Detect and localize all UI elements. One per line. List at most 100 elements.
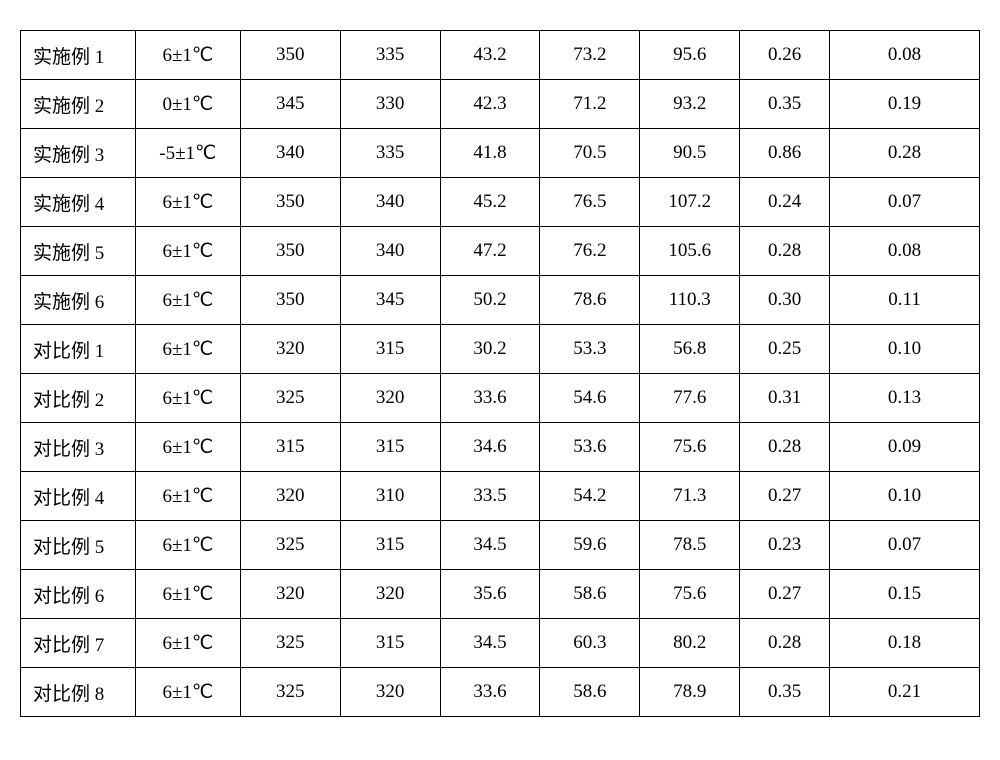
cell: 325 — [240, 521, 340, 570]
row-label: 实施例 4 — [21, 178, 136, 227]
cell: 73.2 — [540, 31, 640, 80]
cell: 0.27 — [740, 570, 830, 619]
cell: 78.9 — [640, 668, 740, 717]
row-label: 对比例 8 — [21, 668, 136, 717]
table-row: 对比例 16±1℃32031530.253.356.80.250.10 — [21, 325, 980, 374]
table-row: 对比例 26±1℃32532033.654.677.60.310.13 — [21, 374, 980, 423]
table-row: 对比例 46±1℃32031033.554.271.30.270.10 — [21, 472, 980, 521]
table-row: 实施例 46±1℃35034045.276.5107.20.240.07 — [21, 178, 980, 227]
cell: 54.6 — [540, 374, 640, 423]
cell: 350 — [240, 31, 340, 80]
cell: 47.2 — [440, 227, 540, 276]
cell: 6±1℃ — [135, 374, 240, 423]
cell: 325 — [240, 619, 340, 668]
cell: 0.24 — [740, 178, 830, 227]
cell: 6±1℃ — [135, 570, 240, 619]
cell: 58.6 — [540, 668, 640, 717]
cell: 320 — [240, 325, 340, 374]
cell: 50.2 — [440, 276, 540, 325]
cell: 6±1℃ — [135, 178, 240, 227]
cell: 0.35 — [740, 668, 830, 717]
cell: 315 — [340, 423, 440, 472]
cell: 350 — [240, 227, 340, 276]
cell: 6±1℃ — [135, 472, 240, 521]
cell: 59.6 — [540, 521, 640, 570]
table-row: 实施例 66±1℃35034550.278.6110.30.300.11 — [21, 276, 980, 325]
cell: 0.09 — [830, 423, 980, 472]
cell: 6±1℃ — [135, 325, 240, 374]
cell: 71.2 — [540, 80, 640, 129]
cell: 34.5 — [440, 619, 540, 668]
cell: 0.07 — [830, 521, 980, 570]
table-body: 实施例 16±1℃35033543.273.295.60.260.08实施例 2… — [21, 31, 980, 717]
cell: 60.3 — [540, 619, 640, 668]
cell: 30.2 — [440, 325, 540, 374]
cell: 107.2 — [640, 178, 740, 227]
cell: 315 — [340, 619, 440, 668]
table-row: 对比例 76±1℃32531534.560.380.20.280.18 — [21, 619, 980, 668]
cell: 330 — [340, 80, 440, 129]
cell: 75.6 — [640, 570, 740, 619]
cell: 320 — [340, 374, 440, 423]
cell: 34.6 — [440, 423, 540, 472]
cell: 53.3 — [540, 325, 640, 374]
cell: 71.3 — [640, 472, 740, 521]
table-row: 实施例 3-5±1℃34033541.870.590.50.860.28 — [21, 129, 980, 178]
cell: 0.28 — [740, 227, 830, 276]
cell: 33.6 — [440, 668, 540, 717]
cell: 0.18 — [830, 619, 980, 668]
cell: 0.10 — [830, 472, 980, 521]
cell: 0.31 — [740, 374, 830, 423]
cell: 35.6 — [440, 570, 540, 619]
table-row: 对比例 36±1℃31531534.653.675.60.280.09 — [21, 423, 980, 472]
cell: 340 — [240, 129, 340, 178]
cell: 78.6 — [540, 276, 640, 325]
row-label: 对比例 5 — [21, 521, 136, 570]
cell: 0.35 — [740, 80, 830, 129]
cell: 320 — [240, 570, 340, 619]
table-row: 实施例 20±1℃34533042.371.293.20.350.19 — [21, 80, 980, 129]
row-label: 实施例 5 — [21, 227, 136, 276]
cell: 43.2 — [440, 31, 540, 80]
cell: 350 — [240, 276, 340, 325]
table-row: 对比例 86±1℃32532033.658.678.90.350.21 — [21, 668, 980, 717]
cell: 335 — [340, 129, 440, 178]
table-row: 对比例 66±1℃32032035.658.675.60.270.15 — [21, 570, 980, 619]
cell: 0±1℃ — [135, 80, 240, 129]
cell: 0.10 — [830, 325, 980, 374]
cell: 6±1℃ — [135, 227, 240, 276]
cell: 77.6 — [640, 374, 740, 423]
cell: 315 — [340, 521, 440, 570]
cell: 0.19 — [830, 80, 980, 129]
cell: 45.2 — [440, 178, 540, 227]
cell: 33.5 — [440, 472, 540, 521]
row-label: 对比例 6 — [21, 570, 136, 619]
cell: 78.5 — [640, 521, 740, 570]
cell: 0.86 — [740, 129, 830, 178]
data-table: 实施例 16±1℃35033543.273.295.60.260.08实施例 2… — [20, 30, 980, 717]
cell: 0.23 — [740, 521, 830, 570]
cell: 340 — [340, 178, 440, 227]
cell: 0.26 — [740, 31, 830, 80]
cell: 0.30 — [740, 276, 830, 325]
cell: 6±1℃ — [135, 276, 240, 325]
row-label: 实施例 2 — [21, 80, 136, 129]
cell: 0.21 — [830, 668, 980, 717]
cell: 75.6 — [640, 423, 740, 472]
cell: 42.3 — [440, 80, 540, 129]
cell: 90.5 — [640, 129, 740, 178]
cell: 58.6 — [540, 570, 640, 619]
row-label: 对比例 4 — [21, 472, 136, 521]
table-row: 对比例 56±1℃32531534.559.678.50.230.07 — [21, 521, 980, 570]
cell: 315 — [340, 325, 440, 374]
cell: 33.6 — [440, 374, 540, 423]
cell: 6±1℃ — [135, 423, 240, 472]
cell: 0.08 — [830, 227, 980, 276]
cell: 325 — [240, 374, 340, 423]
cell: 0.11 — [830, 276, 980, 325]
cell: 0.13 — [830, 374, 980, 423]
cell: 0.08 — [830, 31, 980, 80]
cell: 93.2 — [640, 80, 740, 129]
cell: 76.5 — [540, 178, 640, 227]
cell: 335 — [340, 31, 440, 80]
